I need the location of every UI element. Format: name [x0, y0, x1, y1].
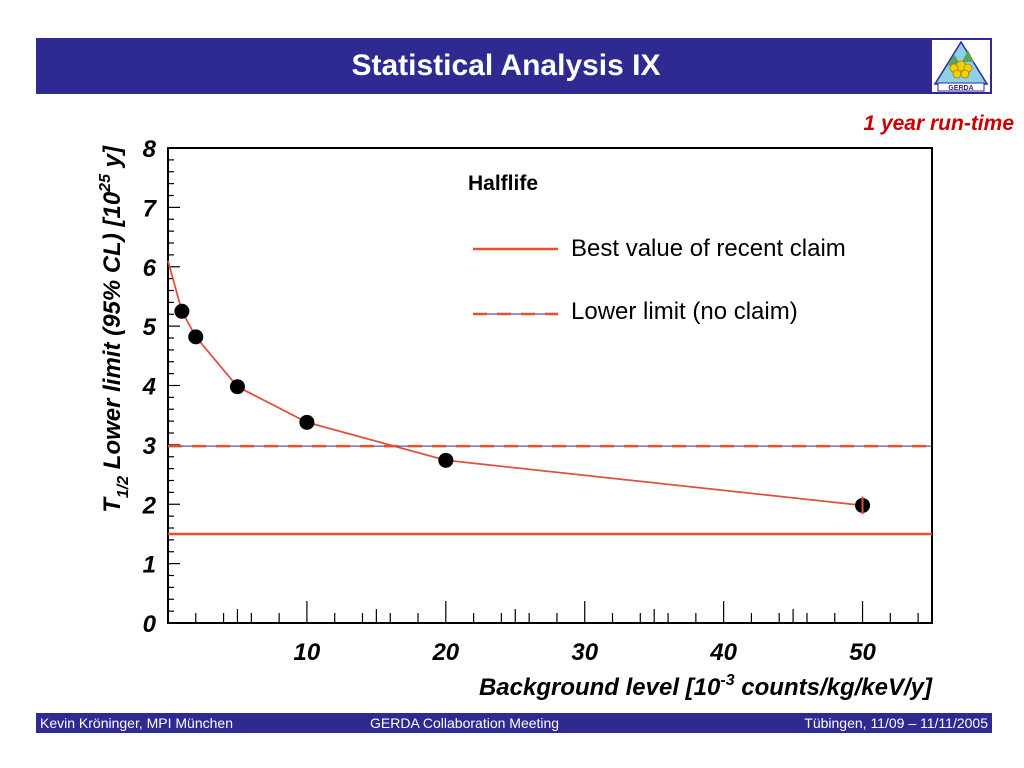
- data-point: [299, 414, 315, 430]
- slide-title: Statistical Analysis IX: [351, 49, 661, 82]
- legend-label-best: Best value of recent claim: [571, 235, 846, 262]
- data-point: [174, 303, 190, 319]
- y-axis-label-end: y]: [99, 145, 126, 174]
- y-tick-label: 1: [143, 552, 156, 579]
- y-tick-label: 5: [143, 314, 157, 341]
- gerda-logo-graphic: GERDA: [933, 40, 989, 92]
- x-axis-label-main: Background level [10: [479, 674, 721, 701]
- y-axis-label-rest: Lower limit (95% CL) [10: [99, 191, 126, 476]
- data-point: [438, 452, 454, 468]
- logo-text: GERDA: [948, 85, 973, 92]
- data-point: [188, 329, 204, 345]
- y-tick-label: 8: [143, 136, 157, 163]
- y-axis-label-main: T: [99, 496, 126, 513]
- subtitle: 1 year run-time: [863, 112, 1014, 135]
- y-tick-label: 0: [143, 611, 157, 638]
- x-axis-label-end: counts/kg/keV/y]: [735, 674, 933, 701]
- data-point: [229, 379, 245, 395]
- x-tick-label: 40: [709, 639, 737, 666]
- plot-frame: [167, 147, 933, 624]
- x-axis-label-exp: -3: [720, 672, 734, 689]
- y-axis-label-sub: 1/2: [115, 476, 132, 498]
- x-tick-label: 50: [849, 639, 876, 666]
- y-axis-label-exp: 25: [97, 173, 114, 193]
- x-tick-label: 30: [571, 639, 598, 666]
- y-axis-label: T1/2 Lower limit (95% CL) [1025 y]: [97, 145, 132, 513]
- x-tick-label: 10: [294, 639, 321, 666]
- x-tick-label: 20: [431, 639, 459, 666]
- footer-author: Kevin Kröninger, MPI München: [40, 715, 233, 731]
- y-tick-label: 7: [143, 195, 158, 222]
- legend-title: Halflife: [468, 172, 538, 195]
- y-tick-label: 2: [142, 492, 157, 519]
- legend: Halflife Best value of recent claim Lower …: [468, 172, 846, 325]
- y-tick-label: 6: [143, 255, 157, 282]
- y-tick-label: 4: [142, 374, 156, 401]
- y-tick-label: 3: [143, 433, 157, 460]
- x-axis-label: Background level [10-3 counts/kg/keV/y]: [479, 672, 933, 701]
- halflife-chart: 0 1 2 3 4 5 6 7 8 10 20 30 40 50 Halflife Best value of…: [97, 136, 933, 701]
- footer-meeting: GERDA Collaboration Meeting: [370, 715, 560, 731]
- title-bar: Statistical Analysis IX GERDA: [36, 38, 992, 94]
- footer-date: Tübingen, 11/09 – 11/11/2005: [804, 715, 988, 731]
- legend-label-lower: Lower limit (no claim): [571, 298, 798, 325]
- gerda-logo: GERDA: [932, 40, 990, 92]
- footer-bar: Kevin Kröninger, MPI München GERDA Colla…: [36, 713, 992, 733]
